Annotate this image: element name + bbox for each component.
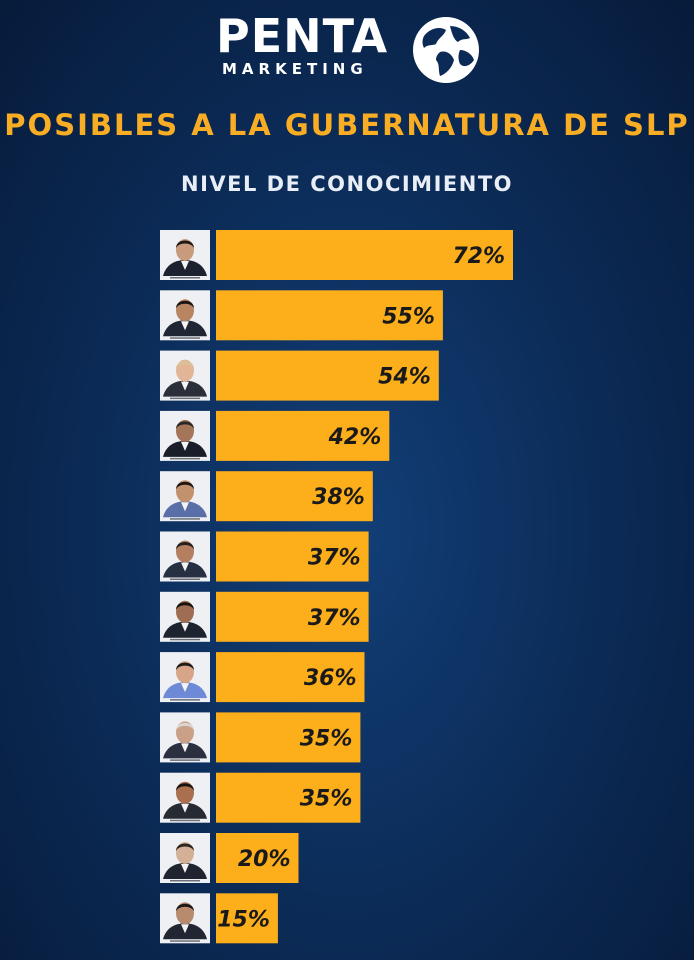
candidate-photo <box>160 290 210 341</box>
bar <box>216 893 278 944</box>
bar <box>216 410 390 461</box>
bar-value-label: 35% <box>300 726 353 751</box>
bar-value-label: 72% <box>452 244 505 269</box>
bar-value-label: 42% <box>328 425 382 450</box>
bar-value-label: 37% <box>308 606 361 631</box>
logo-subtitle: MARKETING <box>222 60 368 78</box>
candidate-photo <box>160 893 210 944</box>
candidate-photo <box>160 591 210 642</box>
bar-value-label: 38% <box>312 485 365 510</box>
bar-value-label: 36% <box>304 666 357 691</box>
bar <box>216 772 361 823</box>
candidate-photo <box>160 410 210 461</box>
bar-value-label: 54% <box>378 365 431 390</box>
candidate-photo <box>160 350 210 401</box>
bar <box>216 712 361 763</box>
candidate-photo <box>160 531 210 582</box>
bar-value-label: 20% <box>238 847 291 872</box>
candidate-photo <box>160 833 210 883</box>
logo-wordmark: PENTA <box>216 9 389 63</box>
bar <box>216 591 369 642</box>
candidate-photo <box>160 712 210 763</box>
bar <box>216 290 443 341</box>
bar-value-label: 37% <box>308 546 361 571</box>
chart-title: POSIBLES A LA GUBERNATURA DE SLP <box>4 108 690 142</box>
bar <box>216 471 373 522</box>
bar <box>216 652 365 703</box>
bar-value-label: 15% <box>217 907 270 932</box>
penta-logo: PENTA MARKETING <box>0 6 694 86</box>
bar-value-label: 55% <box>382 304 435 329</box>
globe-icon <box>413 17 479 83</box>
candidate-photo <box>160 652 210 703</box>
candidate-photo <box>160 772 210 823</box>
bar <box>216 230 513 280</box>
bar-value-label: 35% <box>300 787 353 812</box>
bar <box>216 833 299 883</box>
chart-subtitle: NIVEL DE CONOCIMIENTO <box>181 172 513 196</box>
bar <box>216 531 369 582</box>
bar <box>216 350 439 401</box>
candidate-photo <box>160 230 210 280</box>
candidate-photo <box>160 471 210 522</box>
